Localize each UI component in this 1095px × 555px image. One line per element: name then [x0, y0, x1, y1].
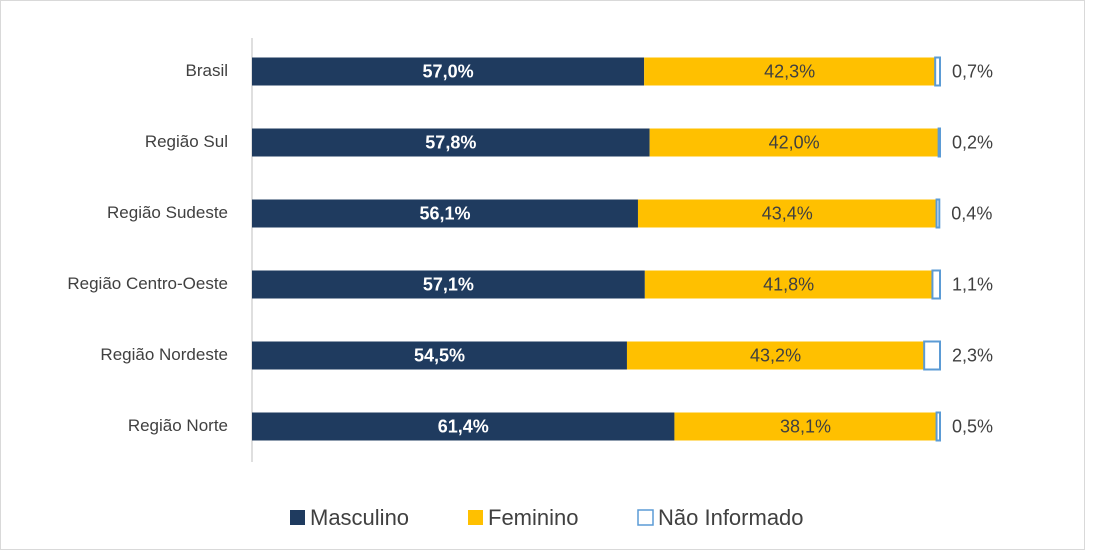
bar-segment	[252, 199, 638, 228]
bar-segment	[252, 341, 627, 370]
bar-segment	[252, 270, 645, 299]
y-tick-label: Brasil	[185, 61, 228, 80]
bar-segment	[937, 127, 942, 158]
legend-swatch	[637, 509, 654, 526]
bar-segment	[252, 128, 650, 157]
data-label: 0,4%	[951, 203, 992, 223]
bar-segment	[637, 199, 937, 228]
bar-segment	[935, 411, 941, 442]
data-label: 42,0%	[769, 132, 820, 152]
data-label: 38,1%	[780, 416, 831, 436]
bar-segment	[674, 412, 937, 441]
data-label: 0,2%	[952, 132, 993, 152]
legend-swatch	[290, 510, 305, 525]
data-label: 57,1%	[423, 274, 474, 294]
y-tick-label: Região Norte	[128, 416, 228, 435]
legend-label: Feminino	[488, 505, 578, 530]
data-label: 57,8%	[425, 132, 476, 152]
legend-label: Não Informado	[658, 505, 804, 530]
y-tick-label: Região Sul	[145, 132, 228, 151]
data-label: 54,5%	[414, 345, 465, 365]
data-label: 61,4%	[438, 416, 489, 436]
legend-swatch	[468, 510, 483, 525]
data-label: 43,2%	[750, 345, 801, 365]
data-label: 0,5%	[952, 416, 993, 436]
data-label: 0,7%	[952, 61, 993, 81]
data-label: 43,4%	[762, 203, 813, 223]
data-label: 41,8%	[763, 274, 814, 294]
y-tick-label: Região Centro-Oeste	[67, 274, 228, 293]
bar-segment	[934, 56, 942, 87]
data-label: 2,3%	[952, 345, 993, 365]
bar-segment	[252, 57, 645, 86]
bar-segment	[935, 198, 941, 229]
y-tick-label: Região Sudeste	[107, 203, 228, 222]
data-label: 56,1%	[419, 203, 470, 223]
bar-segment	[252, 412, 675, 441]
data-label: 57,0%	[423, 61, 474, 81]
bar-segment	[644, 270, 933, 299]
legend-label: Masculino	[310, 505, 409, 530]
data-label: 42,3%	[764, 61, 815, 81]
bar-segment	[626, 341, 925, 370]
y-tick-label: Região Nordeste	[100, 345, 228, 364]
bar-segment	[649, 128, 939, 157]
bar-segment	[644, 57, 936, 86]
bar-segment	[931, 269, 942, 300]
data-label: 1,1%	[952, 274, 993, 294]
bar-segment	[923, 340, 942, 371]
